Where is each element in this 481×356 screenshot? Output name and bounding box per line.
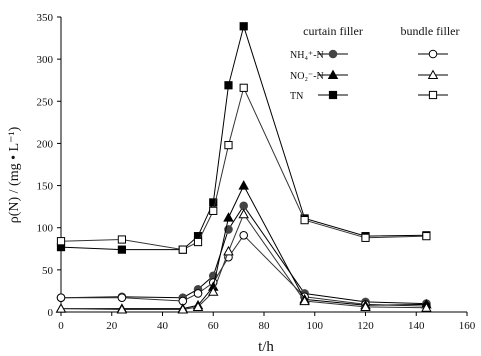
data-point: [238, 208, 249, 219]
y-tick-label: 200: [37, 138, 54, 150]
y-tick-label: 350: [37, 12, 54, 24]
x-tick-label: 40: [157, 320, 169, 332]
data-point: [239, 231, 248, 240]
data-point: [360, 301, 371, 311]
y-tick-label: 100: [37, 223, 54, 235]
axes: [60, 17, 467, 313]
x-axis-title: t/h: [258, 339, 274, 355]
data-point: [422, 232, 431, 241]
y-tick-label: 0: [48, 307, 54, 319]
data-point: [116, 304, 128, 314]
legend-marker: [427, 69, 439, 80]
x-tick-label: 140: [408, 320, 425, 332]
data-point: [299, 295, 310, 306]
y-tick-label: 150: [37, 181, 54, 193]
data-point: [224, 141, 233, 150]
legend-marker: [428, 90, 438, 100]
y-tick-label: 250: [37, 96, 54, 108]
data-point: [238, 180, 249, 190]
legend-marker: [428, 49, 438, 59]
legend-label: NO₂⁻-N: [290, 71, 324, 82]
x-tick-label: 60: [208, 320, 220, 332]
data-point: [117, 245, 127, 254]
data-point: [361, 233, 370, 242]
data-point: [421, 302, 432, 312]
series-1: [56, 231, 431, 311]
data-point: [117, 235, 127, 244]
data-point: [224, 81, 233, 90]
x-tick-label: 80: [259, 320, 271, 332]
data-point: [209, 206, 218, 215]
y-axis-title: ρ(N) / (mg • L⁻¹): [7, 126, 22, 223]
legend-marker: [328, 49, 338, 59]
series-line: [60, 86, 427, 251]
legend-label: NH₄⁺-N: [290, 50, 324, 61]
legend-marker: [328, 90, 338, 100]
x-tick-label: 160: [459, 320, 476, 332]
series-layer: [55, 22, 432, 314]
series-line: [61, 184, 427, 310]
tick-marks: 0 20 40 60 80 100 120 140 160 0 50 100 150 200 250 300 3…: [37, 12, 476, 332]
series-4: [56, 22, 431, 254]
y-tick-label: 300: [37, 54, 54, 66]
data-point: [56, 237, 66, 246]
legend-group-header: bundle filler: [401, 24, 460, 38]
series-5: [56, 83, 431, 254]
series-line: [61, 234, 427, 307]
x-tick-label: 120: [357, 320, 374, 332]
series-line: [60, 204, 427, 305]
data-point: [300, 216, 309, 225]
x-tick-label: 100: [307, 320, 324, 332]
x-tick-label: 0: [58, 320, 64, 332]
legend: curtain filler bundle filler NH₄⁺-N NO₂⁻-N T…: [290, 24, 459, 102]
data-point: [55, 303, 67, 313]
series-line: [60, 213, 427, 310]
data-point: [239, 201, 248, 211]
data-point: [193, 237, 203, 247]
x-tick-label: 20: [106, 320, 118, 332]
data-point: [223, 212, 234, 222]
data-point: [56, 293, 66, 302]
data-point: [178, 245, 187, 254]
data-point: [223, 245, 234, 256]
series-line: [60, 24, 427, 251]
series-2: [55, 180, 432, 313]
data-point: [193, 289, 203, 298]
data-point: [117, 293, 127, 302]
data-point: [209, 198, 218, 207]
data-point: [208, 286, 219, 296]
series-3: [55, 208, 432, 314]
data-point: [192, 301, 204, 311]
data-point: [239, 22, 248, 31]
legend-label: TN: [290, 91, 303, 102]
data-point: [239, 83, 248, 92]
data-point: [177, 304, 189, 314]
y-tick-label: 50: [42, 265, 54, 277]
legend-marker: [327, 69, 339, 80]
legend-group-header: curtain filler: [303, 24, 363, 38]
